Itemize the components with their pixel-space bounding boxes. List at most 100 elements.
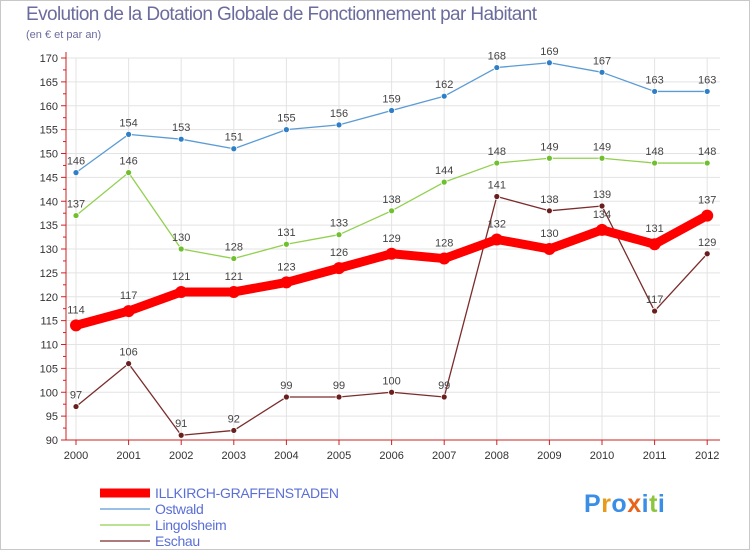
y-tick-label: 120	[40, 292, 58, 304]
legend-label: Eschau	[155, 533, 200, 549]
data-point	[543, 243, 556, 255]
data-label: 154	[119, 117, 137, 129]
data-label: 128	[435, 238, 453, 250]
legend-label: Ostwald	[155, 501, 203, 517]
data-label: 121	[225, 271, 243, 283]
data-point	[282, 240, 290, 248]
y-tick-label: 135	[40, 220, 58, 232]
data-labels: 146 154 153 151 155 156 159 162 168 169 167 163 163 1…	[67, 46, 717, 430]
data-label: 148	[488, 146, 506, 158]
x-axis-ticks: 2000 2001 2002 2003 2004 2005 2006 2007 2008 2009…	[64, 440, 719, 462]
data-label: 132	[488, 218, 506, 230]
x-tick-label: 2005	[327, 450, 351, 462]
data-point	[703, 159, 711, 167]
data-point	[335, 231, 343, 239]
data-point	[651, 88, 658, 95]
x-tick-label: 2008	[485, 450, 509, 462]
data-point	[175, 285, 188, 298]
data-label: 129	[698, 237, 716, 249]
data-label: 163	[698, 74, 716, 86]
data-point	[125, 130, 133, 138]
y-tick-label: 130	[40, 244, 58, 256]
data-label: 92	[228, 413, 240, 425]
data-point	[177, 431, 185, 439]
data-label: 128	[225, 242, 243, 254]
data-label: 131	[645, 223, 663, 235]
x-tick-label: 2012	[695, 450, 719, 462]
logo-letter: x	[627, 490, 642, 518]
data-point	[282, 126, 290, 134]
logo-letter: r	[601, 490, 612, 518]
data-point	[335, 121, 343, 129]
data-label: 99	[333, 380, 345, 392]
data-point	[598, 68, 606, 76]
logo-letter: i	[657, 490, 666, 518]
legend-label: Lingolsheim	[155, 517, 226, 533]
data-point	[282, 393, 290, 401]
data-point	[438, 252, 451, 265]
data-point	[388, 207, 396, 215]
y-tick-label: 165	[40, 77, 58, 89]
y-tick-label: 90	[46, 435, 58, 447]
data-point	[280, 276, 293, 289]
data-label: 129	[382, 233, 400, 245]
data-point	[703, 250, 711, 258]
x-tick-label: 2004	[274, 450, 298, 462]
chart-subtitle: (en € et par an)	[26, 29, 102, 41]
y-tick-label: 115	[40, 316, 58, 328]
data-point	[227, 285, 240, 298]
x-tick-label: 2011	[643, 450, 667, 462]
data-point	[651, 159, 658, 167]
data-point	[72, 212, 80, 219]
data-label: 168	[488, 51, 506, 63]
x-tick-label: 2003	[222, 450, 246, 462]
y-tick-label: 160	[40, 101, 58, 113]
data-label: 97	[70, 390, 82, 402]
data-label: 139	[593, 189, 611, 201]
data-point	[230, 255, 238, 262]
data-point	[177, 245, 185, 253]
data-point	[490, 233, 503, 246]
data-point	[598, 154, 606, 162]
data-point	[648, 238, 661, 251]
legend: ILLKIRCH-GRAFFENSTADENOstwaldLingolsheim…	[100, 485, 339, 549]
data-label: 146	[119, 156, 137, 168]
data-label: 146	[67, 156, 85, 168]
data-point	[72, 169, 80, 177]
data-point	[493, 64, 501, 71]
proxiti-logo: Proxiti	[584, 490, 665, 519]
data-label: 141	[488, 179, 506, 191]
data-label: 162	[435, 79, 453, 91]
data-point	[651, 307, 658, 315]
y-tick-label: 95	[46, 411, 58, 423]
data-label: 149	[540, 141, 558, 153]
data-point	[701, 209, 714, 222]
data-label: 169	[540, 46, 558, 58]
data-label: 149	[593, 141, 611, 153]
data-point	[230, 145, 238, 153]
y-tick-label: 110	[40, 340, 58, 352]
y-axis-ticks: 90 95 100 105 110 115 120 125 130 135 140 145 150 155…	[40, 53, 66, 447]
data-point	[122, 305, 135, 318]
data-point	[125, 360, 133, 368]
data-point	[335, 393, 343, 401]
logo-letter: o	[611, 490, 628, 518]
data-point	[440, 178, 448, 186]
x-tick-label: 2001	[116, 450, 140, 462]
axes	[65, 52, 720, 441]
data-point	[703, 88, 711, 95]
data-point	[440, 92, 448, 100]
y-tick-label: 100	[40, 387, 58, 399]
data-label: 151	[225, 132, 243, 144]
data-label: 159	[382, 94, 400, 106]
data-label: 106	[119, 347, 137, 359]
data-point	[333, 262, 345, 275]
data-point	[493, 193, 501, 200]
chart-title: Evolution de la Dotation Globale de Fonc…	[26, 4, 537, 25]
y-tick-label: 150	[40, 149, 58, 161]
x-tick-label: 2007	[432, 450, 456, 462]
y-tick-label: 170	[40, 53, 58, 65]
data-label: 121	[172, 271, 190, 283]
data-point	[546, 207, 553, 215]
x-tick-label: 2002	[169, 450, 193, 462]
